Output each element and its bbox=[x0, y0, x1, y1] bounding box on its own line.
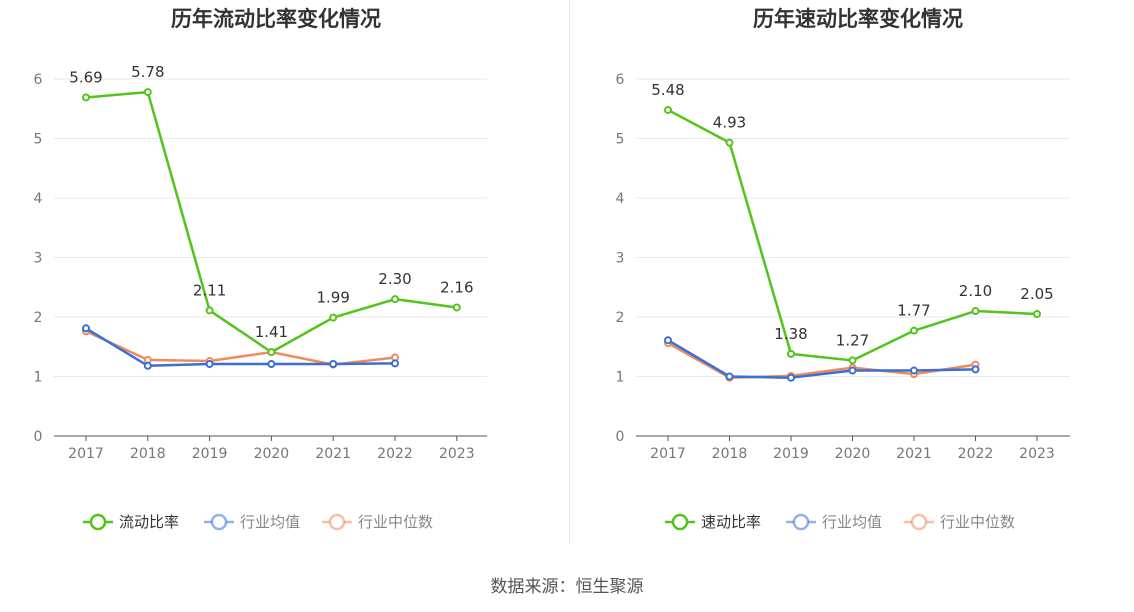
legend-marker bbox=[792, 513, 810, 531]
data-label: 5.69 bbox=[69, 68, 102, 86]
x-tick-label: 2018 bbox=[130, 446, 166, 462]
data-point-series-1 bbox=[143, 88, 152, 97]
legend-label: 行业均值 bbox=[822, 513, 882, 531]
data-label: 2.30 bbox=[378, 270, 411, 288]
data-point-series-2 bbox=[329, 360, 338, 369]
legend-label: 行业均值 bbox=[240, 513, 300, 531]
data-label: 1.77 bbox=[897, 302, 930, 320]
y-tick-label: 1 bbox=[616, 370, 625, 386]
legend-label: 行业中位数 bbox=[358, 513, 433, 531]
data-point-series-2 bbox=[664, 336, 672, 345]
legend-label: 速动比率 bbox=[701, 513, 761, 531]
y-tick-label: 2 bbox=[34, 310, 43, 326]
y-tick-label: 2 bbox=[616, 310, 625, 326]
chart-title: 历年速动比率变化情况 bbox=[753, 7, 963, 31]
x-tick-label: 2023 bbox=[1019, 446, 1055, 462]
data-point-series-1 bbox=[205, 306, 214, 315]
data-point-series-1 bbox=[329, 313, 338, 322]
data-label: 1.99 bbox=[316, 289, 349, 307]
x-tick-label: 2022 bbox=[377, 446, 413, 462]
data-point-series-2 bbox=[143, 361, 152, 370]
data-label: 1.27 bbox=[836, 331, 869, 349]
y-tick-label: 5 bbox=[616, 132, 625, 148]
data-point-series-2 bbox=[725, 372, 734, 381]
data-point-series-1 bbox=[267, 348, 276, 357]
data-point-series-1 bbox=[664, 105, 672, 114]
data-point-series-1 bbox=[82, 93, 90, 102]
data-point-series-2 bbox=[848, 366, 857, 375]
y-tick-label: 3 bbox=[616, 251, 625, 267]
x-tick-label: 2020 bbox=[254, 446, 290, 462]
series-line-3 bbox=[667, 342, 976, 379]
x-tick-label: 2019 bbox=[773, 446, 809, 462]
x-tick-label: 2020 bbox=[835, 446, 871, 462]
series-line-2 bbox=[667, 339, 976, 379]
legend-item-1: 流动比率 bbox=[83, 513, 179, 531]
series-line-1 bbox=[85, 90, 457, 354]
data-point-series-1 bbox=[1033, 310, 1041, 319]
data-source-footer: 数据来源：恒生聚源 bbox=[490, 577, 644, 597]
legend-item-2: 行业均值 bbox=[786, 513, 882, 531]
series-line-2 bbox=[85, 327, 396, 368]
data-point-series-1 bbox=[452, 303, 461, 312]
data-label: 2.16 bbox=[440, 278, 473, 296]
data-point-series-1 bbox=[971, 307, 980, 316]
data-label: 2.10 bbox=[959, 282, 992, 300]
data-point-series-2 bbox=[971, 365, 980, 374]
data-label: 1.38 bbox=[774, 325, 807, 343]
y-tick-label: 4 bbox=[34, 191, 43, 207]
legend-item-2: 行业均值 bbox=[204, 513, 300, 531]
legend-label: 行业中位数 bbox=[940, 513, 1015, 531]
data-point-series-2 bbox=[205, 360, 214, 369]
data-point-series-2 bbox=[267, 360, 276, 369]
data-point-series-2 bbox=[910, 366, 918, 375]
data-label: 2.05 bbox=[1020, 285, 1053, 303]
x-tick-label: 2017 bbox=[650, 446, 686, 462]
chart-title: 历年流动比率变化情况 bbox=[171, 7, 381, 31]
legend-item-3: 行业中位数 bbox=[904, 513, 1015, 531]
data-point-series-1 bbox=[787, 349, 795, 358]
series-line-3 bbox=[85, 330, 396, 366]
y-tick-label: 3 bbox=[34, 251, 43, 267]
y-tick-label: 6 bbox=[34, 72, 43, 88]
x-tick-label: 2019 bbox=[192, 446, 228, 462]
series-line-1 bbox=[667, 108, 1038, 362]
legend-marker bbox=[89, 513, 107, 531]
data-point-series-1 bbox=[391, 295, 399, 304]
legend-marker bbox=[210, 513, 228, 531]
data-point-series-1 bbox=[848, 356, 857, 365]
legend-marker bbox=[910, 513, 928, 531]
data-point-series-1 bbox=[725, 138, 734, 147]
data-label: 4.93 bbox=[713, 114, 746, 132]
panel-divider bbox=[569, 0, 570, 545]
data-point-series-2 bbox=[787, 373, 795, 382]
y-tick-label: 1 bbox=[34, 370, 43, 386]
x-tick-label: 2022 bbox=[958, 446, 994, 462]
data-point-series-1 bbox=[910, 326, 918, 335]
x-tick-label: 2021 bbox=[315, 446, 351, 462]
legend-label: 流动比率 bbox=[119, 513, 179, 531]
legend-item-1: 速动比率 bbox=[665, 513, 761, 531]
x-tick-label: 2018 bbox=[712, 446, 748, 462]
data-label: 5.48 bbox=[651, 81, 684, 99]
x-tick-label: 2017 bbox=[68, 446, 104, 462]
data-label: 2.11 bbox=[193, 281, 226, 299]
y-tick-label: 4 bbox=[616, 191, 625, 207]
data-point-series-2 bbox=[391, 359, 399, 368]
chart-panel-1: 历年流动比率变化情况 0 1 2 3 4 5 6 2017 2018 2019 2020 2021 202… bbox=[34, 7, 487, 531]
data-label: 5.78 bbox=[131, 63, 164, 81]
legend-marker bbox=[671, 513, 689, 531]
y-tick-label: 0 bbox=[616, 429, 625, 445]
data-point-series-2 bbox=[82, 324, 90, 333]
y-tick-label: 5 bbox=[34, 132, 43, 148]
legend-item-3: 行业中位数 bbox=[322, 513, 433, 531]
data-label: 1.41 bbox=[255, 323, 288, 341]
x-tick-label: 2021 bbox=[896, 446, 932, 462]
y-tick-label: 6 bbox=[616, 72, 625, 88]
x-tick-label: 2023 bbox=[439, 446, 475, 462]
legend-marker bbox=[328, 513, 346, 531]
chart-panel-2: 历年速动比率变化情况 0 1 2 3 4 5 6 2017 2018 2019 2020 2021 202… bbox=[616, 7, 1070, 531]
y-tick-label: 0 bbox=[34, 429, 43, 445]
